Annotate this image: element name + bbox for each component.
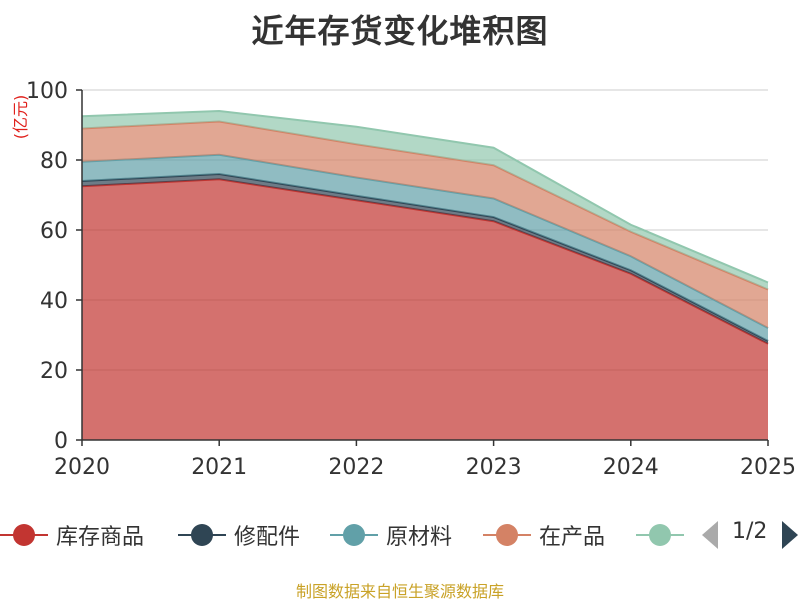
- legend-swatch-icon: [178, 515, 226, 555]
- legend-swatch-icon: [330, 515, 378, 555]
- y-tick-label: 0: [54, 429, 68, 454]
- x-tick-label: 2022: [328, 455, 384, 480]
- legend-label: 库存商品: [56, 525, 145, 550]
- legend-item[interactable]: 库存商品: [0, 515, 144, 555]
- x-tick-label: 2020: [54, 455, 110, 480]
- legend-prev-page-icon[interactable]: [702, 521, 718, 549]
- y-tick-label: 60: [40, 219, 68, 244]
- legend-page-indicator: 1/2: [732, 519, 768, 544]
- legend-item[interactable]: 原材料: [330, 515, 452, 555]
- area-series-2: [82, 174, 768, 344]
- area-series-4: [82, 121, 768, 328]
- line-series-5: [81, 109, 769, 284]
- legend-label: 在产品: [539, 525, 606, 550]
- area-series-5: [82, 111, 768, 290]
- legend: 库存商品 修配件 原材料 在产品: [0, 515, 800, 555]
- legend-swatch-icon: [0, 515, 48, 555]
- y-tick-label: 20: [40, 359, 68, 384]
- source-note: 制图数据来自恒生聚源数据库: [295, 582, 504, 601]
- legend-label: 修配件: [234, 525, 301, 550]
- y-tick-label: 40: [40, 289, 68, 314]
- x-tick-label: 2024: [603, 455, 659, 480]
- chart-title: 近年存货变化堆积图: [251, 12, 549, 50]
- legend-swatch-icon: [636, 515, 684, 555]
- x-tick-label: 2025: [740, 455, 796, 480]
- legend-pager: 1/2: [700, 515, 800, 555]
- legend-swatch-icon: [483, 515, 531, 555]
- y-axis-label: (亿元): [11, 95, 30, 140]
- legend-item[interactable]: 修配件: [178, 515, 300, 555]
- legend-item[interactable]: 在产品: [483, 515, 605, 555]
- legend-item[interactable]: [636, 515, 684, 555]
- area-series-3: [82, 154, 768, 341]
- legend-label: 原材料: [386, 525, 453, 550]
- legend-next-page-icon[interactable]: [782, 521, 798, 549]
- y-tick-label: 80: [40, 149, 68, 174]
- area-series-1: [82, 179, 768, 440]
- x-tick-label: 2023: [466, 455, 522, 480]
- y-tick-label: 100: [26, 79, 68, 104]
- x-tick-label: 2021: [191, 455, 247, 480]
